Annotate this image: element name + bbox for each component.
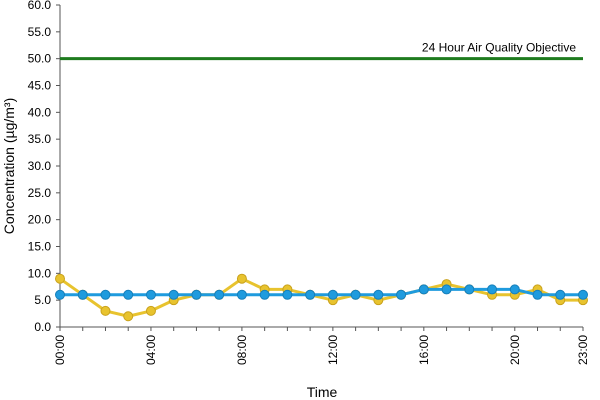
y-tick-label: 25.0 — [28, 186, 52, 200]
series-2-point — [305, 289, 316, 300]
series-group — [55, 273, 588, 322]
series-2-point — [191, 289, 202, 300]
x-tick-label: 12:00 — [326, 335, 340, 365]
series-2-point — [168, 289, 179, 300]
x-axis-title: Time — [307, 384, 338, 400]
series-1-point — [100, 305, 111, 316]
y-tick-label: 55.0 — [28, 25, 52, 39]
y-tick-label: 5.0 — [34, 293, 51, 307]
series-2-point — [464, 284, 475, 295]
y-tick-label: 45.0 — [28, 79, 52, 93]
series-2-point — [487, 284, 498, 295]
series-2-point — [555, 289, 566, 300]
y-tick-label: 40.0 — [28, 105, 52, 119]
series-2-point — [100, 289, 111, 300]
y-tick-label: 20.0 — [28, 213, 52, 227]
x-tick-label: 16:00 — [417, 335, 431, 365]
objective-label: 24 Hour Air Quality Objective — [422, 41, 576, 55]
series-2-point — [327, 289, 338, 300]
y-tick-label: 15.0 — [28, 240, 52, 254]
series-1-line — [59, 277, 583, 318]
series-2-point — [350, 289, 361, 300]
x-tick-label: 20:00 — [508, 335, 522, 365]
x-tick-label: 00:00 — [53, 335, 67, 365]
y-tick-label: 0.0 — [34, 320, 51, 334]
series-2-point — [145, 289, 156, 300]
y-axis-title: Concentration (µg/m³) — [1, 98, 17, 234]
axes: 0.0 5.0 10.0 15.0 20.0 25.0 30.0 35.0 40.0 45.0 50… — [28, 0, 590, 365]
series-2-point — [123, 289, 134, 300]
series-2-point — [77, 289, 88, 300]
y-tick-label: 60.0 — [28, 0, 52, 12]
series-2-point — [214, 289, 225, 300]
x-tick-label: 04:00 — [144, 335, 158, 365]
y-tick-label: 35.0 — [28, 132, 52, 146]
series-1-point — [55, 273, 65, 284]
series-2-point — [373, 289, 384, 300]
y-tick-label: 30.0 — [28, 159, 52, 173]
objective-group: 24 Hour Air Quality Objective — [60, 41, 583, 61]
series-2-point — [236, 289, 247, 300]
series-2-point — [259, 289, 270, 300]
y-tick-label: 50.0 — [28, 52, 52, 66]
x-tick-label: 23:00 — [576, 335, 590, 365]
series-2-point — [282, 289, 293, 300]
series-1-point — [145, 305, 156, 316]
series-1-point — [236, 273, 247, 284]
series-2-point — [509, 284, 520, 295]
series-2-point — [55, 289, 65, 300]
series-2-point — [441, 284, 452, 295]
x-tick-label: 08:00 — [235, 335, 249, 365]
series-1-point — [123, 311, 134, 322]
series-2-point — [578, 289, 588, 300]
y-tick-label: 10.0 — [28, 266, 52, 280]
series-2-point — [532, 289, 543, 300]
series-2-point — [396, 289, 407, 300]
series-2-point — [418, 284, 429, 295]
